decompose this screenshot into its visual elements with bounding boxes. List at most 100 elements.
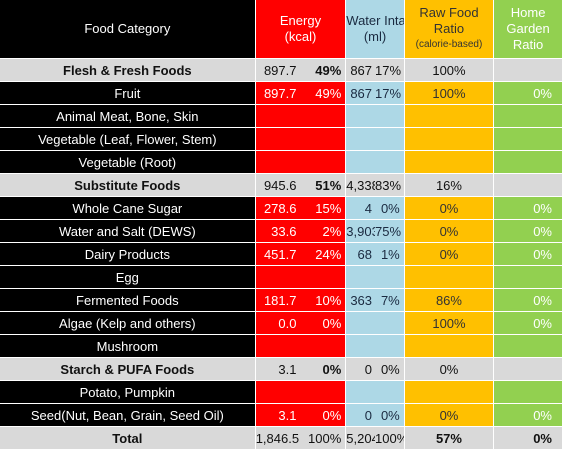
header-home-ratio: Ratio [512, 37, 544, 52]
energy-pct-cell: 100% [300, 426, 346, 450]
table-row: Vegetable (Leaf, Flower, Stem) [0, 127, 562, 151]
header-water-title: Water Intake [346, 13, 404, 28]
raw-ratio-cell: 0% [403, 196, 494, 220]
header-home-garden-ratio: Home Garden Ratio [493, 0, 562, 59]
header-water-unit: (ml) [363, 29, 387, 44]
water-pct-cell [375, 311, 405, 335]
water-cell: 867 [345, 81, 376, 105]
home-garden-cell: 0% [493, 81, 562, 105]
water-cell: 363 [345, 288, 376, 312]
water-pct-cell: 75% [375, 219, 405, 243]
home-garden-cell: 0% [493, 426, 562, 450]
energy-pct-cell: 49% [300, 58, 346, 82]
raw-ratio-cell: 86% [403, 288, 494, 312]
water-pct-cell [375, 150, 405, 174]
energy-pct-cell: 0% [300, 357, 346, 381]
energy-cell [254, 150, 301, 174]
raw-ratio-cell: 0% [403, 219, 494, 243]
table-row: Potato, Pumpkin [0, 380, 562, 404]
water-cell: 0 [345, 403, 376, 427]
home-garden-cell: 0% [493, 242, 562, 266]
raw-ratio-cell [403, 127, 494, 151]
energy-cell: 278.6 [254, 196, 301, 220]
water-cell: 3,903 [345, 219, 376, 243]
energy-cell: 3.1 [254, 403, 301, 427]
category-cell: Vegetable (Leaf, Flower, Stem) [0, 127, 256, 151]
home-garden-cell [493, 173, 562, 197]
table-row: Mushroom [0, 334, 562, 358]
table-row: Whole Cane Sugar 278.6 15% 4 0% 0% 0% [0, 196, 562, 220]
raw-ratio-cell: 100% [403, 81, 494, 105]
energy-pct-cell: 24% [300, 242, 346, 266]
header-energy-unit: (kcal) [284, 29, 317, 44]
category-cell: Animal Meat, Bone, Skin [0, 104, 256, 128]
table-row: Vegetable (Root) [0, 150, 562, 174]
water-pct-cell: 17% [375, 58, 405, 82]
header-home-garden: Garden [506, 21, 550, 36]
group-row: Flesh & Fresh Foods 897.7 49% 867 17% 100% [0, 58, 562, 82]
category-cell: Egg [0, 265, 256, 289]
energy-cell [254, 380, 301, 404]
raw-ratio-cell [403, 104, 494, 128]
energy-cell: 451.7 [254, 242, 301, 266]
category-cell: Fruit [0, 81, 256, 105]
home-garden-cell [493, 58, 562, 82]
energy-cell: 0.0 [254, 311, 301, 335]
raw-ratio-cell: 100% [403, 311, 494, 335]
energy-pct-cell [300, 150, 346, 174]
home-garden-cell [493, 104, 562, 128]
water-cell [345, 150, 376, 174]
home-garden-cell: 0% [493, 288, 562, 312]
category-cell: Total [0, 426, 256, 450]
raw-ratio-cell: 0% [403, 403, 494, 427]
category-cell: Starch & PUFA Foods [0, 357, 256, 381]
water-pct-cell [375, 380, 405, 404]
water-cell: 4 [345, 196, 376, 220]
category-cell: Water and Salt (DEWS) [0, 219, 256, 243]
home-garden-cell [493, 150, 562, 174]
header-food-category: Food Category [0, 0, 256, 59]
category-cell: Seed(Nut, Bean, Grain, Seed Oil) [0, 403, 256, 427]
energy-cell: 3.1 [254, 357, 301, 381]
category-cell: Algae (Kelp and others) [0, 311, 256, 335]
energy-cell [254, 127, 301, 151]
category-cell: Potato, Pumpkin [0, 380, 256, 404]
energy-cell: 897.7 [254, 58, 301, 82]
energy-cell [254, 334, 301, 358]
water-cell [345, 265, 376, 289]
energy-cell: 33.6 [254, 219, 301, 243]
home-garden-cell [493, 380, 562, 404]
raw-ratio-cell [403, 150, 494, 174]
table-row: Animal Meat, Bone, Skin [0, 104, 562, 128]
category-cell: Fermented Foods [0, 288, 256, 312]
raw-ratio-cell [403, 265, 494, 289]
raw-ratio-cell [403, 334, 494, 358]
water-pct-cell: 0% [375, 357, 405, 381]
water-cell: 68 [345, 242, 376, 266]
header-food-category-label: Food Category [84, 21, 171, 36]
table-row: Egg [0, 265, 562, 289]
water-pct-cell [375, 127, 405, 151]
home-garden-cell: 0% [493, 219, 562, 243]
energy-cell: 945.6 [254, 173, 301, 197]
raw-ratio-cell: 57% [403, 426, 494, 450]
header-raw-basis: (calorie-based) [415, 39, 483, 50]
raw-ratio-cell: 0% [403, 242, 494, 266]
table-row: Algae (Kelp and others) 0.0 0% 100% 0% [0, 311, 562, 335]
header-energy-title: Energy [279, 13, 322, 28]
category-cell: Dairy Products [0, 242, 256, 266]
water-cell: 0 [345, 357, 376, 381]
category-cell: Vegetable (Root) [0, 150, 256, 174]
water-pct-cell: 83% [375, 173, 405, 197]
energy-cell [254, 265, 301, 289]
raw-ratio-cell [403, 380, 494, 404]
water-cell: 4,338 [345, 173, 376, 197]
energy-pct-cell: 51% [300, 173, 346, 197]
header-home-title: Home [510, 5, 546, 20]
table-row: Water and Salt (DEWS)33.62%3,90375%0%0% [0, 219, 562, 243]
energy-pct-cell: 15% [300, 196, 346, 220]
table-row: Fruit 897.7 49% 867 17% 100% 0% [0, 81, 562, 105]
